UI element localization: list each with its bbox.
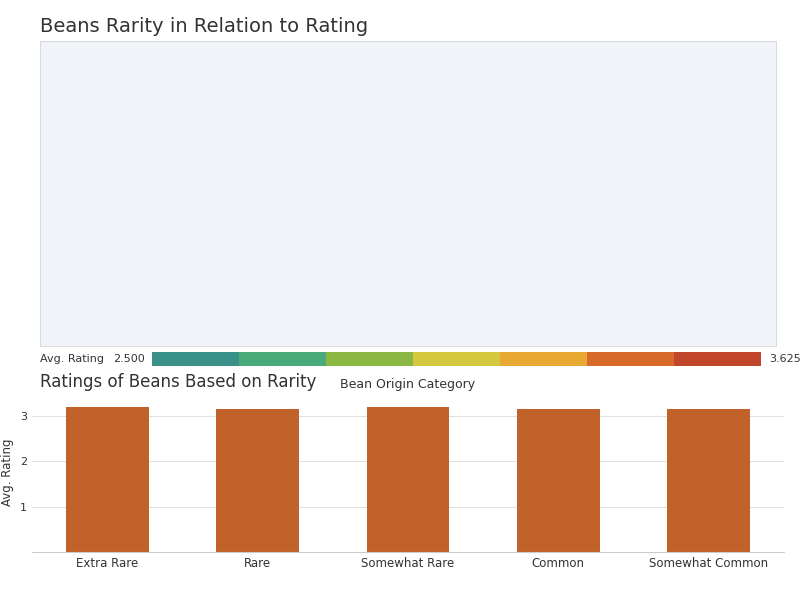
Text: 2.500: 2.500 xyxy=(113,354,145,364)
Bar xyxy=(217,409,299,552)
Text: Beans Rarity in Relation to Rating: Beans Rarity in Relation to Rating xyxy=(39,17,368,36)
Bar xyxy=(587,352,674,366)
Bar xyxy=(366,407,450,552)
Bar xyxy=(239,352,326,366)
Bar xyxy=(326,352,414,366)
Bar xyxy=(500,352,587,366)
Bar xyxy=(517,409,599,552)
Bar xyxy=(152,352,239,366)
Title: Bean Origin Category: Bean Origin Category xyxy=(341,377,475,391)
Text: 3.625: 3.625 xyxy=(769,354,800,364)
Bar xyxy=(674,352,762,366)
Bar xyxy=(66,407,149,552)
Y-axis label: Avg. Rating: Avg. Rating xyxy=(2,439,14,506)
Text: Avg. Rating: Avg. Rating xyxy=(39,354,103,364)
Text: Ratings of Beans Based on Rarity: Ratings of Beans Based on Rarity xyxy=(39,373,316,391)
Bar xyxy=(667,409,750,552)
Bar xyxy=(414,352,500,366)
